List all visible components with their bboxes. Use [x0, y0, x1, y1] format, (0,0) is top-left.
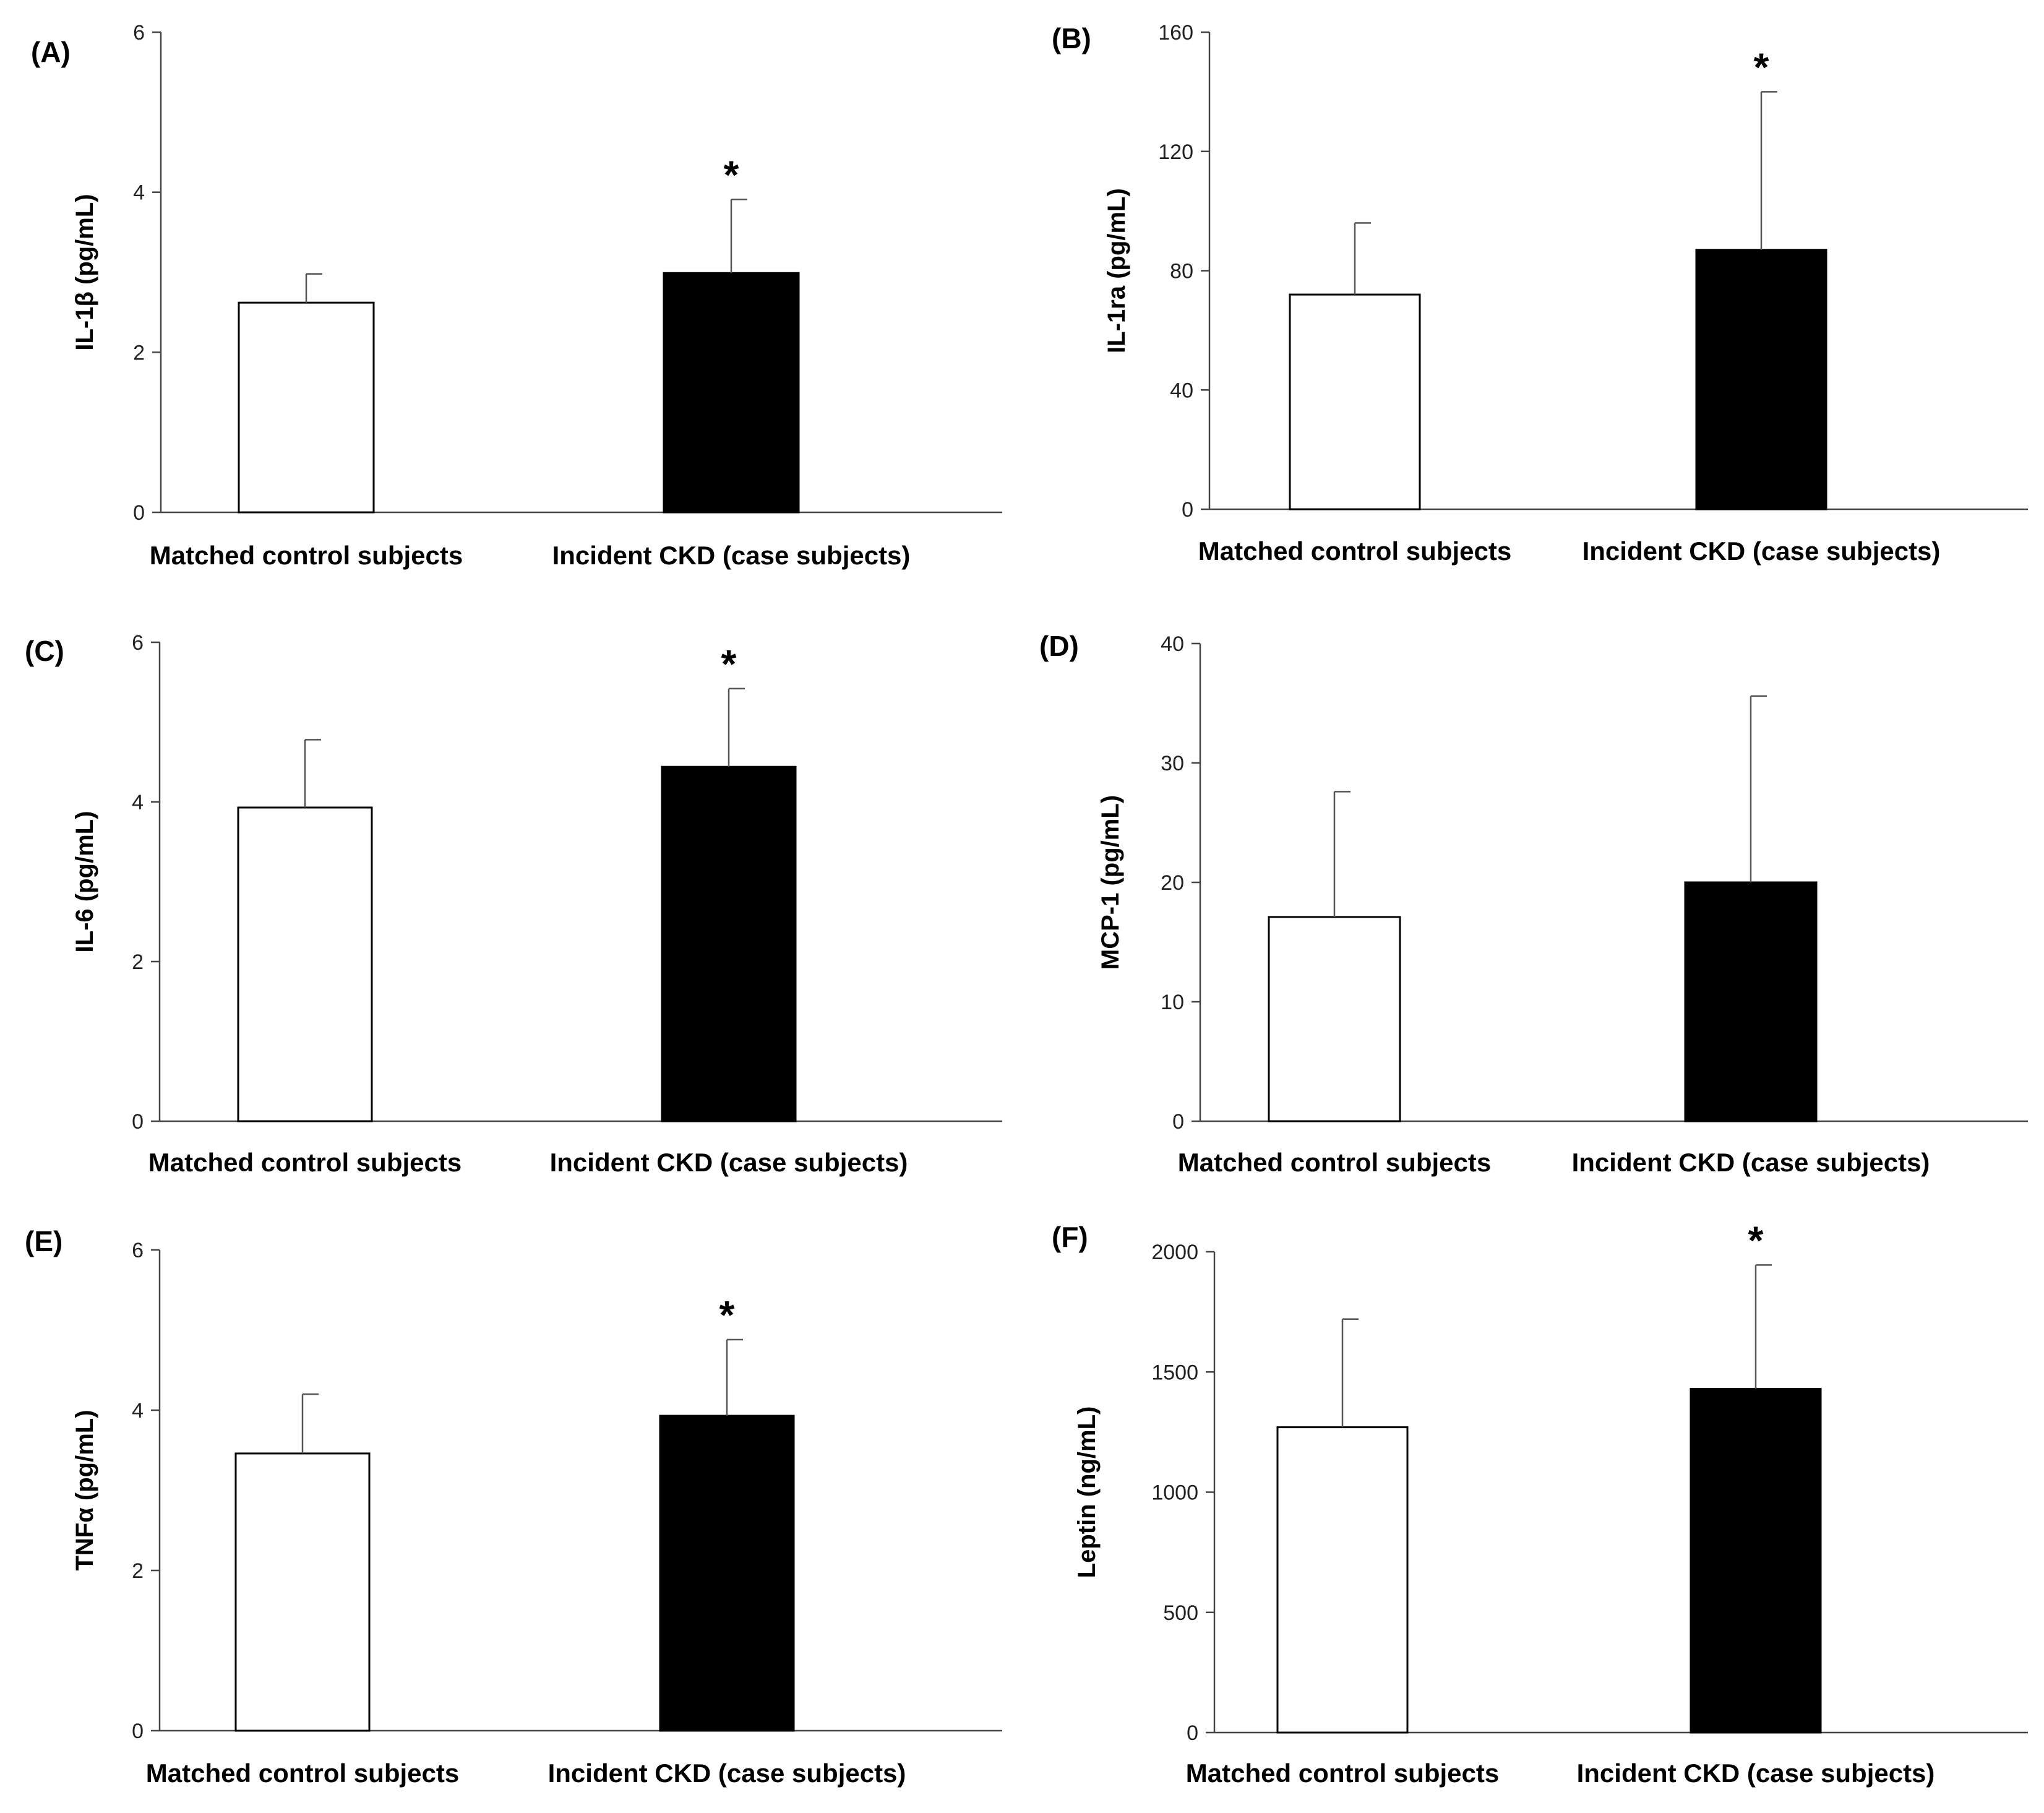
- bar-1: [238, 301, 375, 514]
- significance-marker: *: [719, 1293, 735, 1337]
- y-tick-label: 2: [132, 950, 144, 974]
- y-tick-label: 0: [1182, 498, 1193, 522]
- category-label-1: Matched control subjects: [1178, 1148, 1491, 1177]
- bar-2: [1695, 249, 1827, 510]
- bar-1: [237, 806, 373, 1122]
- chart-panel-5: (E) TNFα (pg/mL) 0 2 4 6 Matched control subje…: [25, 1225, 1002, 1788]
- bar-2: [1684, 881, 1818, 1122]
- y-tick-label: 6: [132, 1239, 144, 1262]
- category-label-2: Incident CKD (case subjects): [1577, 1759, 1935, 1788]
- chart-panel-2: (B) IL-1ra (pg/mL) 0 40 80 120 160 Matched cont…: [1052, 21, 2028, 566]
- y-axis-label: IL-1β (pg/mL): [71, 194, 98, 350]
- y-tick-label: 6: [132, 631, 144, 655]
- category-label-1: Matched control subjects: [146, 1759, 459, 1788]
- bar-2: [1690, 1387, 1822, 1734]
- significance-marker: *: [721, 642, 737, 686]
- y-tick-label: 10: [1161, 991, 1184, 1014]
- y-tick-label: 4: [132, 791, 144, 814]
- y-tick-label: 30: [1161, 752, 1184, 775]
- category-label-2: Incident CKD (case subjects): [1572, 1148, 1930, 1177]
- category-label-1: Matched control subjects: [148, 1148, 462, 1177]
- y-tick-label: 1500: [1151, 1361, 1198, 1384]
- y-axis-label: IL-1ra (pg/mL): [1103, 188, 1130, 353]
- y-axis-label: MCP-1 (pg/mL): [1097, 795, 1124, 970]
- bar-1: [234, 1452, 371, 1732]
- category-label-2: Incident CKD (case subjects): [550, 1148, 908, 1177]
- panel-label: (A): [31, 36, 71, 68]
- significance-marker: *: [1748, 1218, 1764, 1262]
- y-tick-label: 0: [132, 1720, 144, 1743]
- y-tick-label: 4: [133, 181, 145, 205]
- panel-label: (C): [25, 635, 64, 667]
- bar-1: [1289, 293, 1421, 510]
- category-label-2: Incident CKD (case subjects): [1582, 536, 1941, 566]
- category-label-2: Incident CKD (case subjects): [548, 1759, 906, 1788]
- category-label-1: Matched control subjects: [1186, 1759, 1499, 1788]
- y-tick-label: 1000: [1151, 1481, 1198, 1505]
- y-tick-label: 2: [132, 1559, 144, 1583]
- chart-panel-6: (F) Leptin (ng/mL) 0 500 1000 1500 2000 Matched…: [1052, 1218, 2028, 1788]
- y-tick-label: 4: [132, 1399, 144, 1423]
- significance-marker: *: [1754, 45, 1769, 89]
- y-tick-label: 20: [1161, 871, 1184, 895]
- y-tick-label: 80: [1170, 260, 1193, 283]
- y-tick-label: 40: [1170, 379, 1193, 402]
- panel-label: (E): [25, 1225, 62, 1257]
- bar-2: [663, 272, 800, 514]
- significance-marker: *: [724, 152, 739, 197]
- chart-panel-1: (A) IL-1β (pg/mL) 0 2 4 6 Matched control subj…: [31, 21, 1002, 570]
- panel-label: (D): [1039, 630, 1079, 662]
- category-label-2: Incident CKD (case subjects): [552, 541, 911, 570]
- y-tick-label: 6: [133, 21, 145, 45]
- y-tick-label: 0: [1187, 1721, 1198, 1745]
- y-tick-label: 2000: [1151, 1241, 1198, 1264]
- y-tick-label: 0: [1172, 1110, 1184, 1134]
- category-label-1: Matched control subjects: [1198, 536, 1511, 566]
- bar-2: [661, 765, 797, 1122]
- chart-panel-3: (C) IL-6 (pg/mL) 0 2 4 6 Matched control subje…: [25, 631, 1002, 1177]
- y-axis-label: Leptin (ng/mL): [1073, 1406, 1101, 1578]
- y-tick-label: 0: [133, 501, 145, 525]
- chart-panel-4: (D) MCP-1 (pg/mL) 0 10 20 30 40 Matched control…: [1039, 630, 2028, 1177]
- y-tick-label: 0: [132, 1110, 144, 1134]
- y-axis-label: IL-6 (pg/mL): [71, 811, 98, 953]
- y-tick-label: 40: [1161, 632, 1184, 656]
- panel-label: (B): [1052, 22, 1091, 54]
- y-tick-label: 500: [1163, 1601, 1198, 1625]
- y-tick-label: 160: [1158, 21, 1193, 45]
- bar-1: [1268, 916, 1401, 1122]
- y-tick-label: 120: [1158, 140, 1193, 164]
- category-label-1: Matched control subjects: [150, 541, 463, 570]
- bar-1: [1276, 1426, 1409, 1734]
- y-axis-label: TNFα (pg/mL): [71, 1410, 98, 1570]
- bar-2: [659, 1415, 795, 1732]
- panel-label: (F): [1052, 1221, 1088, 1253]
- y-tick-label: 2: [133, 341, 145, 364]
